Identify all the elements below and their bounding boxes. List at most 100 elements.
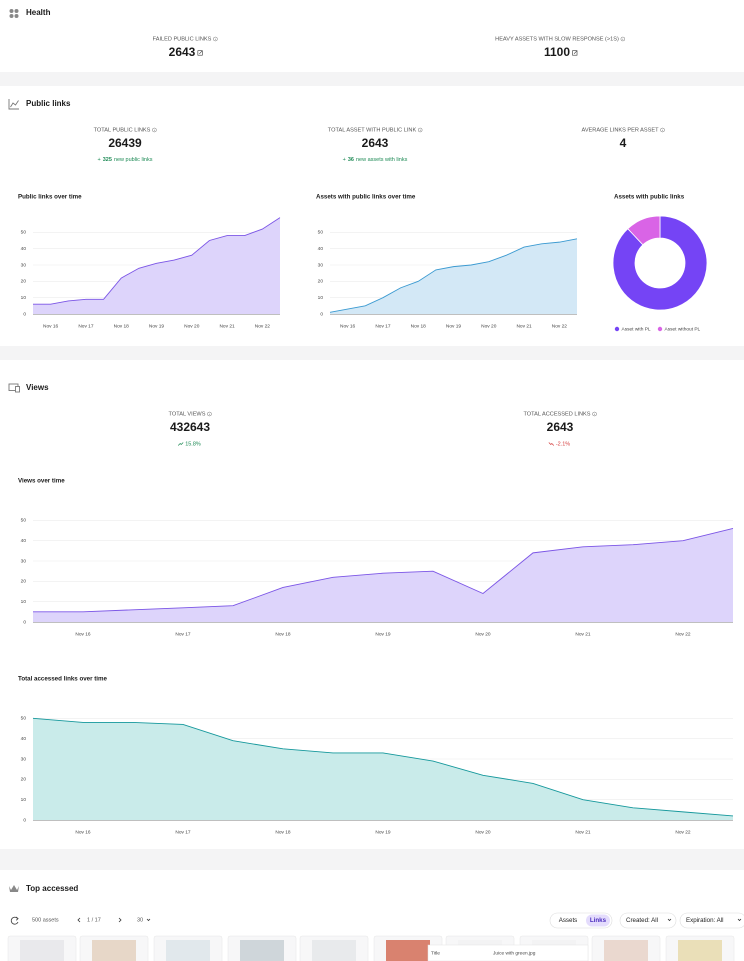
y-tick-label: 40 xyxy=(21,538,27,544)
per-page: 30 xyxy=(137,917,143,923)
stat-value: 26439 xyxy=(108,136,142,150)
y-tick-label: 50 xyxy=(21,518,27,524)
x-tick-label: Nov 19 xyxy=(149,323,165,329)
x-tick-label: Nov 18 xyxy=(411,323,427,329)
y-tick-label: 50 xyxy=(21,716,27,722)
y-tick-label: 10 xyxy=(21,295,27,301)
x-tick-label: Nov 20 xyxy=(184,323,200,329)
stat-value: 432643 xyxy=(170,420,210,434)
y-tick-label: 20 xyxy=(21,279,27,285)
delta-sign: + xyxy=(98,157,101,163)
section-title: Top accessed xyxy=(26,884,78,893)
thumbnail-image xyxy=(386,940,430,961)
top-accessed-icon xyxy=(9,885,19,892)
stat-value: 1100 xyxy=(544,45,570,59)
legend-swatch xyxy=(614,326,620,332)
area-fill xyxy=(33,217,280,314)
stat-value: 2643 xyxy=(547,420,574,434)
x-tick-label: Nov 22 xyxy=(675,631,691,637)
x-tick-label: Nov 18 xyxy=(114,323,130,329)
section-divider xyxy=(0,346,744,360)
legend-label: Asset without PL xyxy=(665,326,701,332)
tab-button[interactable]: Links xyxy=(590,917,607,924)
filter-button[interactable] xyxy=(619,912,677,929)
filter-label[interactable]: Expiration: All xyxy=(686,917,724,924)
info-icon xyxy=(213,36,218,42)
x-tick-label: Nov 21 xyxy=(219,323,235,329)
external-link-icon xyxy=(197,50,203,56)
y-tick-label: 50 xyxy=(21,230,27,236)
chevron-button[interactable] xyxy=(146,918,151,922)
x-tick-label: Nov 17 xyxy=(175,829,191,835)
refresh-button[interactable] xyxy=(10,916,19,925)
detail-overlay xyxy=(427,944,589,961)
x-tick-label: Nov 16 xyxy=(75,631,91,637)
x-tick-label: Nov 17 xyxy=(175,631,191,637)
chevron-button[interactable] xyxy=(118,917,122,923)
stat-label: TOTAL ASSET WITH PUBLIC LINK xyxy=(328,127,417,133)
page-indicator: 1 / 17 xyxy=(87,917,101,923)
thumbnail-image xyxy=(92,940,136,961)
external-link-icon xyxy=(572,50,578,56)
stat-value: 2643 xyxy=(362,136,389,150)
filter-label[interactable]: Created: All xyxy=(626,917,658,924)
x-tick-label: Nov 18 xyxy=(275,829,291,835)
legend-swatch xyxy=(657,326,663,332)
external-link-icon xyxy=(573,50,578,55)
tab-active[interactable] xyxy=(586,914,610,927)
chevron-button[interactable] xyxy=(667,918,672,922)
stat-delta: +325 new public links xyxy=(98,157,153,163)
info-icon xyxy=(152,127,157,133)
chevron-button[interactable] xyxy=(77,917,81,923)
chart-title: Assets with public links over time xyxy=(316,194,416,201)
filter-button[interactable] xyxy=(679,912,744,929)
section-title: Health xyxy=(26,8,51,17)
y-tick-label: 30 xyxy=(21,756,27,762)
y-tick-label: 30 xyxy=(318,262,324,268)
delta-sign: + xyxy=(343,157,346,163)
y-tick-label: 10 xyxy=(318,295,324,301)
x-tick-label: Nov 21 xyxy=(575,829,591,835)
y-tick-label: 40 xyxy=(21,736,27,742)
external-link-icon xyxy=(199,50,203,55)
y-tick-label: 20 xyxy=(21,579,27,585)
thumbnail-image xyxy=(166,940,210,961)
stat-delta: +36 new assets with links xyxy=(343,157,408,163)
x-tick-label: Nov 19 xyxy=(375,829,391,835)
chevron-button[interactable] xyxy=(737,918,742,922)
info-icon xyxy=(207,411,212,417)
chart-title: Public links over time xyxy=(18,194,82,201)
info-icon xyxy=(592,411,597,417)
chart-title: Views over time xyxy=(18,478,65,485)
stat-label: AVERAGE LINKS PER ASSET xyxy=(582,127,660,133)
y-tick-label: 40 xyxy=(318,246,324,252)
pie-slice xyxy=(612,215,708,311)
y-tick-label: 0 xyxy=(23,817,26,823)
delta-number: 325 xyxy=(103,157,112,163)
y-tick-label: 20 xyxy=(21,777,27,783)
y-tick-label: 30 xyxy=(21,262,27,268)
thumbnail-image xyxy=(604,940,648,961)
stat-label: HEAVY ASSETS WITH SLOW RESPONSE (>1S) xyxy=(495,36,619,42)
stat-value: 4 xyxy=(620,136,627,150)
chart-title: Assets with public links xyxy=(614,194,685,201)
area-line xyxy=(32,717,734,817)
thumbnail-image xyxy=(240,940,284,961)
legend-label: Asset with PL xyxy=(622,326,651,332)
x-tick-label: Nov 16 xyxy=(43,323,59,329)
trend-icon xyxy=(177,442,184,446)
y-tick-label: 20 xyxy=(318,279,324,285)
x-tick-label: Nov 16 xyxy=(75,829,91,835)
area-fill xyxy=(33,528,733,622)
stat-label: FAILED PUBLIC LINKS xyxy=(153,36,212,42)
x-tick-label: Nov 20 xyxy=(475,631,491,637)
area-line xyxy=(33,217,281,305)
stat-value: 2643 xyxy=(169,45,196,59)
stat-delta: -2.1% xyxy=(556,441,570,447)
y-tick-label: 0 xyxy=(23,619,26,625)
y-tick-label: 0 xyxy=(320,311,323,317)
delta-number: 36 xyxy=(348,157,354,163)
tab-button[interactable]: Assets xyxy=(559,917,578,924)
asset-count: 500 assets xyxy=(32,917,59,923)
